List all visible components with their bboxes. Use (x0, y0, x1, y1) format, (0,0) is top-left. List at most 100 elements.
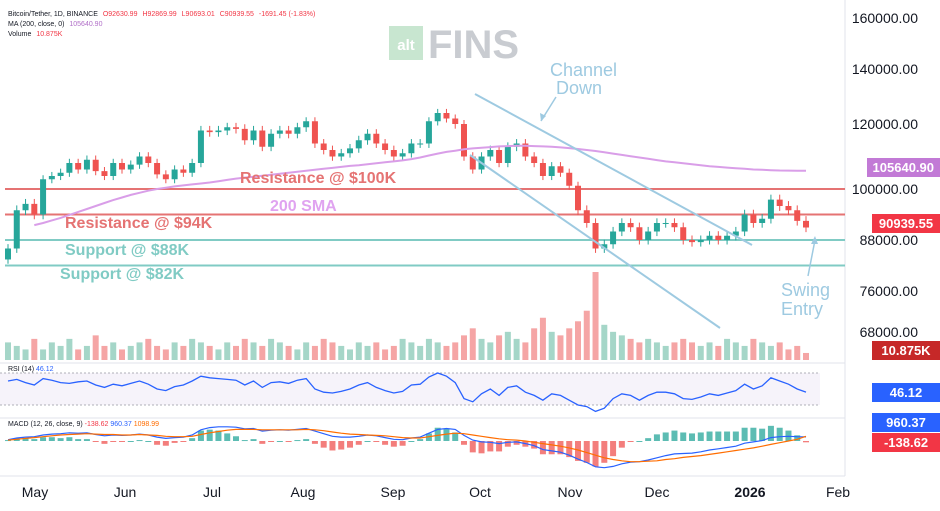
candle-body (794, 210, 801, 221)
macd-hist-bar (434, 427, 441, 441)
macd-hist-bar (83, 439, 90, 441)
volume-bar (171, 342, 178, 360)
macd-hist-bar (66, 437, 73, 441)
candle-body (48, 176, 55, 180)
candle-body (373, 133, 380, 144)
volume-bar (715, 345, 722, 360)
volume-bar (206, 345, 213, 360)
volume-bar (92, 335, 99, 360)
candle-body (776, 199, 783, 206)
macd-hist-bar (671, 430, 678, 441)
candle-body (206, 130, 213, 133)
legend-symbol-row: Bitcoin/Tether, 1D, BINANCE O92630.99 H9… (8, 10, 318, 19)
macd-hist-bar (57, 438, 64, 441)
volume-bar (680, 338, 687, 360)
candle-body (171, 169, 178, 180)
macd-hist-badge: -138.62 (872, 433, 940, 452)
macd-legend-signal: 1098.99 (133, 421, 160, 428)
volume-bar (355, 342, 362, 360)
macd-hist-bar (732, 431, 739, 441)
volume-bar (539, 317, 546, 360)
candle-body (767, 199, 774, 219)
channel-lines (469, 93, 753, 329)
macd-hist-bar (724, 431, 731, 441)
macd-hist-bar (364, 441, 371, 442)
macd-hist-bar (504, 441, 511, 447)
macd-hist-bar (40, 437, 47, 441)
macd-hist-bar (101, 441, 108, 444)
volume-bar (101, 345, 108, 360)
volume-bars (5, 272, 809, 360)
macd-hist-bar (355, 441, 362, 445)
volume-bar (478, 338, 485, 360)
legend-volume-row: Volume 10.875K (8, 30, 65, 39)
volume-bar (671, 342, 678, 360)
candle-body (382, 143, 389, 150)
candle-body (408, 143, 415, 154)
channel-label-1: Channel (550, 60, 617, 80)
candle-body (732, 231, 739, 236)
volume-bar (145, 338, 152, 360)
macd-legend-macd: 960.37 (110, 421, 132, 428)
volume-bar (653, 342, 660, 360)
macd-legend: MACD (12, 26, close, 9) -138.62 960.37 1… (8, 421, 159, 428)
macd-hist-bar (531, 441, 538, 449)
price-tick-label: 120000.00 (852, 116, 918, 132)
sma-label: 200 SMA (270, 198, 337, 215)
candle-body (697, 240, 704, 243)
candle-body (83, 159, 90, 170)
macd-hist-bar (75, 439, 82, 441)
volume-bar (83, 345, 90, 360)
swing-arrowhead (811, 236, 818, 244)
macd-hist-bar (22, 438, 29, 441)
macd-hist-bar (31, 439, 38, 441)
legend-high: H92869.99 (142, 11, 177, 18)
volume-bar (557, 335, 564, 360)
macd-hist-bar (215, 430, 222, 441)
macd-hist-bar (627, 441, 634, 442)
rsi-legend: RSI (14) 46.12 (8, 366, 54, 373)
candle-body (610, 231, 617, 245)
price-badge: 90939.55 (872, 214, 940, 233)
candle-body (364, 133, 371, 141)
sup88-label: Support @ $88K (65, 242, 190, 259)
price-tick-label: 160000.00 (852, 10, 918, 26)
candle-body (592, 223, 599, 249)
signal-line (7, 428, 807, 463)
candle-body (557, 166, 564, 173)
volume-bar (662, 345, 669, 360)
macd-hist-bar (92, 441, 99, 442)
macd-hist-bar (320, 441, 327, 448)
macd-hist-bar (171, 441, 178, 443)
volume-bar (364, 345, 371, 360)
annotations: Channel Down Resistance @ $100K 200 SMA … (60, 60, 830, 319)
time-tick-label: May (22, 484, 48, 500)
macd-hist-bar (162, 441, 169, 446)
candle-body (276, 130, 283, 134)
volume-bar (583, 310, 590, 360)
candle-body (241, 128, 248, 141)
macd-hist-bar (583, 441, 590, 463)
res94-label: Resistance @ $94K (65, 215, 213, 232)
macd-hist-bar (197, 430, 204, 441)
volume-bar (110, 342, 117, 360)
candle-body (338, 153, 345, 157)
volume-bar (767, 345, 774, 360)
macd-hist-bar (311, 441, 318, 444)
macd-hist-bar (601, 441, 608, 463)
svg-text:FINS: FINS (428, 23, 519, 67)
macd-badge: 960.37 (872, 413, 940, 432)
volume-bar (785, 349, 792, 360)
candle-body (443, 113, 450, 119)
candle-body (715, 235, 722, 240)
candle-body (417, 143, 424, 145)
volume-bar (40, 349, 47, 360)
macd-hist-bar (680, 432, 687, 441)
volume-bar (48, 342, 55, 360)
candle-body (496, 150, 503, 163)
macd-hist-bar (145, 441, 152, 442)
volume-bar (75, 349, 82, 360)
macd-hist-bar (461, 441, 467, 445)
volume-bar (31, 338, 38, 360)
